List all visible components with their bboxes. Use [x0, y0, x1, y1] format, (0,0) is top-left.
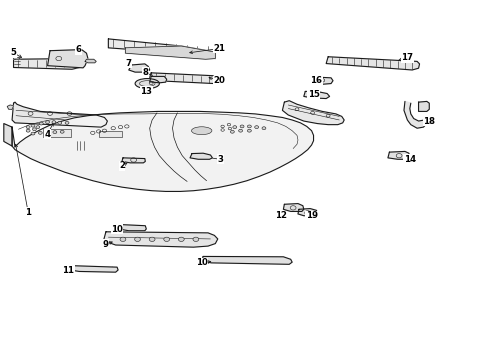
Circle shape [26, 129, 30, 132]
Circle shape [232, 126, 236, 129]
Text: 13: 13 [140, 87, 152, 96]
Circle shape [134, 237, 140, 242]
Polygon shape [283, 203, 303, 211]
Polygon shape [125, 46, 215, 59]
Circle shape [247, 129, 251, 132]
Polygon shape [12, 102, 107, 127]
Circle shape [254, 126, 258, 129]
Text: 6: 6 [75, 45, 81, 54]
Circle shape [247, 125, 251, 128]
Polygon shape [4, 123, 12, 146]
Circle shape [262, 127, 265, 130]
Text: 21: 21 [213, 44, 225, 53]
Polygon shape [108, 39, 215, 59]
Text: 7: 7 [125, 59, 132, 68]
Polygon shape [128, 64, 149, 72]
Text: 3: 3 [217, 155, 223, 164]
Polygon shape [85, 59, 96, 63]
Circle shape [178, 237, 184, 242]
Text: 2: 2 [119, 161, 125, 170]
Polygon shape [418, 102, 428, 111]
Circle shape [45, 131, 49, 134]
Polygon shape [201, 256, 291, 264]
Text: 1: 1 [25, 208, 31, 217]
Text: 5: 5 [11, 48, 17, 57]
Text: 18: 18 [423, 117, 434, 126]
Circle shape [240, 125, 244, 128]
Circle shape [65, 121, 69, 124]
Text: 19: 19 [305, 211, 317, 220]
Text: 9: 9 [102, 240, 109, 249]
Polygon shape [12, 111, 313, 192]
Polygon shape [403, 102, 426, 128]
Ellipse shape [135, 78, 159, 89]
Polygon shape [47, 50, 88, 68]
Polygon shape [387, 152, 409, 159]
Circle shape [36, 126, 40, 129]
Text: 8: 8 [142, 68, 148, 77]
Circle shape [230, 130, 234, 133]
Circle shape [120, 237, 125, 242]
Circle shape [60, 130, 64, 133]
FancyBboxPatch shape [42, 129, 71, 137]
Text: 4: 4 [44, 130, 51, 139]
Circle shape [31, 132, 35, 135]
Text: 10: 10 [111, 225, 123, 234]
Polygon shape [282, 101, 344, 125]
Circle shape [163, 237, 169, 242]
Polygon shape [120, 225, 146, 231]
Polygon shape [14, 59, 81, 69]
Circle shape [193, 237, 199, 242]
Circle shape [149, 237, 155, 242]
FancyBboxPatch shape [99, 131, 122, 137]
Circle shape [38, 131, 42, 134]
Text: 15: 15 [307, 90, 319, 99]
Polygon shape [122, 158, 145, 163]
Polygon shape [70, 266, 118, 272]
Circle shape [53, 131, 57, 134]
Polygon shape [314, 77, 332, 84]
Circle shape [39, 122, 43, 125]
Polygon shape [149, 73, 217, 84]
Text: 20: 20 [213, 76, 224, 85]
Polygon shape [14, 58, 21, 59]
Polygon shape [325, 57, 419, 70]
Polygon shape [7, 105, 14, 109]
Polygon shape [149, 76, 166, 83]
Circle shape [32, 128, 36, 131]
Polygon shape [297, 208, 317, 216]
Polygon shape [190, 153, 212, 159]
Polygon shape [103, 232, 217, 247]
Circle shape [31, 124, 35, 127]
Text: 16: 16 [310, 76, 322, 85]
Circle shape [45, 121, 49, 123]
Circle shape [58, 121, 61, 124]
Circle shape [52, 121, 56, 123]
Text: 14: 14 [403, 155, 415, 164]
Ellipse shape [191, 127, 211, 135]
Text: 11: 11 [62, 266, 74, 275]
Text: 12: 12 [274, 211, 286, 220]
Circle shape [26, 126, 30, 129]
Text: 10: 10 [195, 258, 207, 267]
Circle shape [238, 129, 242, 132]
Text: 17: 17 [401, 53, 412, 62]
Polygon shape [303, 91, 329, 99]
